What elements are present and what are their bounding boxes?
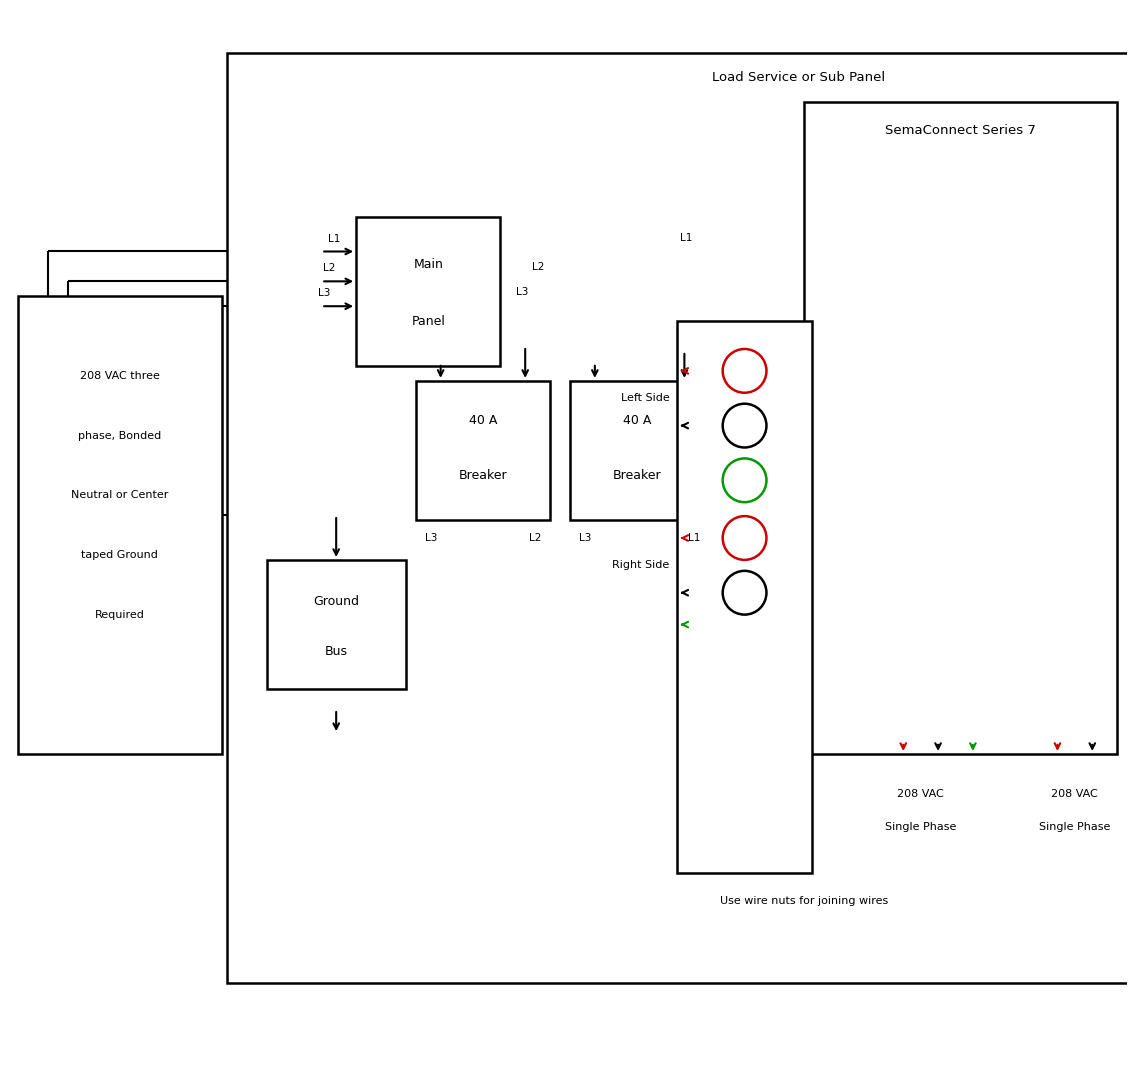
- Bar: [677, 321, 811, 874]
- Circle shape: [723, 349, 766, 393]
- Text: L3: L3: [579, 534, 591, 543]
- Text: L3: L3: [425, 534, 437, 543]
- Text: 40 A: 40 A: [469, 414, 497, 427]
- Text: L1: L1: [328, 233, 340, 244]
- Text: phase, Bonded: phase, Bonded: [78, 431, 162, 441]
- Bar: [267, 559, 406, 689]
- Text: Single Phase: Single Phase: [885, 822, 956, 832]
- Circle shape: [723, 458, 766, 502]
- Text: Panel: Panel: [411, 314, 445, 327]
- Bar: [356, 217, 501, 366]
- Text: 40 A: 40 A: [623, 414, 651, 427]
- Bar: [803, 103, 1118, 754]
- Text: Breaker: Breaker: [459, 469, 507, 482]
- Text: Right Side: Right Side: [612, 561, 669, 570]
- Text: L3: L3: [516, 287, 529, 297]
- Text: L2: L2: [323, 264, 336, 273]
- Bar: [18, 296, 221, 754]
- Text: Left Side: Left Side: [620, 393, 669, 403]
- Text: Single Phase: Single Phase: [1040, 822, 1111, 832]
- Text: Bus: Bus: [324, 645, 348, 658]
- Text: Neutral or Center: Neutral or Center: [71, 490, 168, 500]
- Circle shape: [723, 404, 766, 447]
- Bar: [416, 381, 550, 521]
- Text: 208 VAC three: 208 VAC three: [80, 370, 159, 381]
- Text: Breaker: Breaker: [612, 469, 661, 482]
- Text: L2: L2: [532, 262, 545, 272]
- Text: L1: L1: [688, 534, 701, 543]
- Circle shape: [723, 571, 766, 615]
- Text: 208 VAC: 208 VAC: [1052, 788, 1098, 799]
- Text: 208 VAC: 208 VAC: [897, 788, 944, 799]
- Text: SemaConnect Series 7: SemaConnect Series 7: [885, 123, 1036, 136]
- Text: L1: L1: [679, 232, 692, 243]
- Text: taped Ground: taped Ground: [81, 550, 158, 559]
- Bar: [570, 381, 704, 521]
- Text: Load Service or Sub Panel: Load Service or Sub Panel: [712, 71, 885, 84]
- Text: Ground: Ground: [313, 595, 359, 608]
- Text: Main: Main: [414, 258, 443, 271]
- Text: L2: L2: [529, 534, 541, 543]
- Text: L3: L3: [318, 288, 330, 298]
- Bar: [227, 53, 1130, 983]
- Text: Use wire nuts for joining wires: Use wire nuts for joining wires: [720, 896, 888, 906]
- Text: Required: Required: [95, 609, 145, 620]
- Circle shape: [723, 516, 766, 559]
